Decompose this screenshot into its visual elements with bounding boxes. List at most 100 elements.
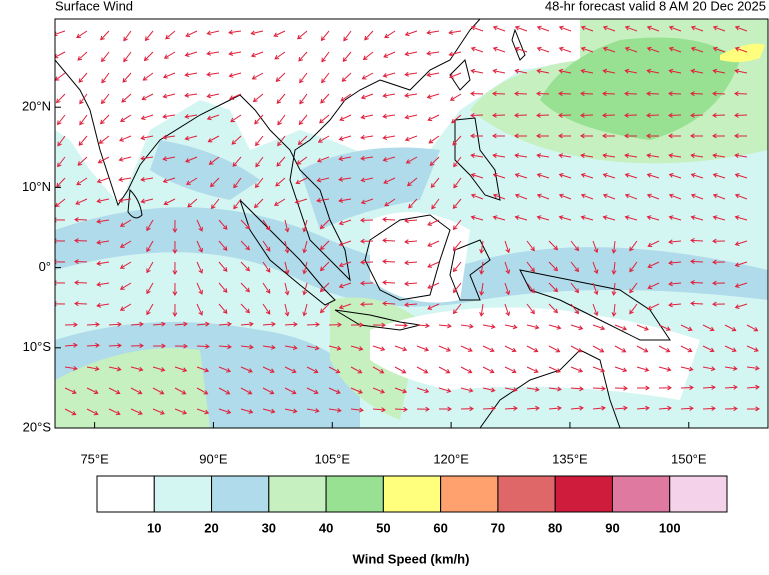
- wind-arrow: [624, 193, 638, 200]
- wind-arrow: [404, 218, 418, 224]
- wind-arrow: [629, 240, 638, 252]
- wind-arrow: [431, 198, 440, 210]
- wind-arrow: [636, 366, 650, 372]
- wind-arrow: [96, 198, 110, 204]
- wind-arrow: [262, 321, 276, 327]
- wind-arrow: [64, 322, 78, 328]
- calm-region: [370, 212, 470, 303]
- wind-arrow: [438, 345, 451, 352]
- wind-arrow: [118, 177, 132, 182]
- wind-arrow: [690, 172, 704, 179]
- wind-arrow: [452, 282, 462, 294]
- wind-arrow: [426, 93, 440, 99]
- wind-arrow: [78, 72, 88, 83]
- wind-arrow: [526, 261, 535, 273]
- wind-arrow: [636, 405, 650, 411]
- wind-arrow: [165, 30, 176, 40]
- wind-arrow: [629, 261, 638, 273]
- colorbar-tick-label: 20: [204, 520, 218, 535]
- wind-arrow: [526, 240, 535, 252]
- coastline: [519, 269, 671, 341]
- wind-arrow: [668, 302, 682, 308]
- wind-arrow: [668, 215, 682, 221]
- wind-arrow: [427, 261, 440, 268]
- wind-arrow: [144, 30, 154, 42]
- wind-arrow: [592, 405, 606, 411]
- wind-arrow: [250, 30, 264, 36]
- wind-arrow: [64, 387, 77, 394]
- wind-arrow: [452, 135, 462, 146]
- wind-arrow: [97, 156, 110, 164]
- wind-arrow: [228, 29, 242, 35]
- wind-arrow: [96, 218, 110, 224]
- wind-arrow: [492, 193, 506, 200]
- wind-arrow: [470, 25, 484, 32]
- wind-arrow: [712, 193, 726, 200]
- wind-arrow: [558, 91, 572, 97]
- wind-arrow: [140, 176, 154, 182]
- wind-arrow: [206, 30, 220, 36]
- wind-arrow: [297, 135, 308, 146]
- wind-arrow: [514, 112, 528, 118]
- wind-arrow: [338, 198, 352, 203]
- wind-arrow: [712, 153, 726, 159]
- wind-arrow: [712, 280, 726, 286]
- wind-arrow: [184, 51, 198, 57]
- wind-arrow: [218, 282, 228, 293]
- wind-arrow: [338, 240, 352, 247]
- wind-arrow: [255, 156, 264, 168]
- wind-arrow: [724, 345, 737, 352]
- wind-arrow: [152, 321, 166, 327]
- wind-arrow: [570, 240, 579, 252]
- wind-arrow: [130, 366, 144, 372]
- wind-arrow: [108, 408, 121, 416]
- wind-arrow: [404, 92, 418, 98]
- wind-arrow: [174, 321, 188, 327]
- colorbar-box: [325, 475, 384, 513]
- wind-arrow: [690, 280, 704, 286]
- wind-arrow: [231, 135, 242, 145]
- wind-arrow: [96, 281, 110, 287]
- wind-arrow: [101, 51, 110, 63]
- wind-arrow: [383, 51, 396, 58]
- wind-arrow: [306, 387, 319, 395]
- wind-arrow: [284, 408, 298, 414]
- wind-arrow: [196, 240, 203, 253]
- wind-arrow: [350, 322, 364, 328]
- x-tick-label: 105°E: [314, 451, 350, 466]
- wind-arrow: [438, 366, 451, 374]
- wind-arrow: [658, 366, 672, 372]
- wind-arrow: [404, 114, 418, 120]
- wind-arrow: [580, 133, 594, 139]
- wind-arrow: [514, 25, 528, 32]
- wind-arrow: [452, 303, 462, 315]
- wind-arrow: [284, 240, 290, 254]
- wind-arrow: [690, 215, 704, 221]
- wind-arrow: [382, 93, 396, 98]
- wind-arrow: [360, 114, 374, 120]
- wind-arrow: [184, 72, 198, 78]
- wind-arrow: [284, 261, 290, 275]
- wind-arrow: [108, 387, 121, 395]
- wind-arrow: [298, 114, 308, 126]
- wind-arrow: [98, 135, 110, 144]
- wind-arrow: [209, 177, 220, 188]
- wind-arrow: [746, 365, 760, 371]
- wind-arrow: [624, 112, 638, 118]
- wind-arrow: [302, 303, 308, 317]
- wind-arrow: [427, 282, 440, 289]
- wind-arrow: [416, 345, 430, 352]
- wind-arrow: [172, 303, 178, 317]
- wind-arrow: [77, 156, 88, 166]
- wind-arrow: [196, 387, 209, 395]
- wind-arrow: [262, 366, 275, 373]
- wind-arrow: [240, 282, 250, 293]
- wind-arrow: [172, 282, 178, 296]
- colorbar-tick-label: 40: [319, 520, 333, 535]
- colorbar-tick-label: 80: [548, 520, 562, 535]
- wind-arrow: [592, 386, 606, 391]
- wind-arrow: [482, 324, 496, 329]
- wind-arrow: [734, 193, 748, 200]
- wind-arrow: [218, 261, 228, 272]
- wind-arrow: [734, 153, 748, 159]
